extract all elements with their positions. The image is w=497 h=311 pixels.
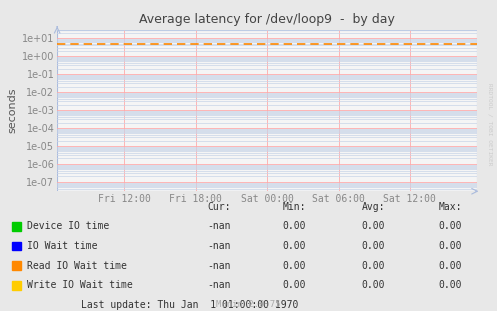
- Text: 0.00: 0.00: [362, 261, 385, 271]
- Text: Munin 2.0.75: Munin 2.0.75: [216, 300, 281, 309]
- Text: 0.00: 0.00: [439, 241, 462, 251]
- Text: 0.00: 0.00: [439, 261, 462, 271]
- Text: Min:: Min:: [282, 202, 306, 212]
- Text: -nan: -nan: [208, 280, 231, 290]
- Text: 0.00: 0.00: [282, 280, 306, 290]
- Text: Last update: Thu Jan  1 01:00:00 1970: Last update: Thu Jan 1 01:00:00 1970: [81, 300, 298, 310]
- Text: -nan: -nan: [208, 221, 231, 231]
- Text: -nan: -nan: [208, 241, 231, 251]
- Text: Avg:: Avg:: [362, 202, 385, 212]
- Title: Average latency for /dev/loop9  -  by day: Average latency for /dev/loop9 - by day: [139, 13, 395, 26]
- Text: 0.00: 0.00: [439, 221, 462, 231]
- Text: 0.00: 0.00: [282, 221, 306, 231]
- Text: 0.00: 0.00: [282, 261, 306, 271]
- Text: Max:: Max:: [439, 202, 462, 212]
- Text: 0.00: 0.00: [362, 241, 385, 251]
- Text: IO Wait time: IO Wait time: [27, 241, 98, 251]
- Text: 0.00: 0.00: [282, 241, 306, 251]
- Text: 0.00: 0.00: [362, 221, 385, 231]
- Text: Write IO Wait time: Write IO Wait time: [27, 280, 133, 290]
- Text: Cur:: Cur:: [208, 202, 231, 212]
- Text: 0.00: 0.00: [362, 280, 385, 290]
- Text: RRDTOOL / TOBI OETIKER: RRDTOOL / TOBI OETIKER: [487, 83, 492, 166]
- Y-axis label: seconds: seconds: [8, 88, 18, 133]
- Text: Device IO time: Device IO time: [27, 221, 109, 231]
- Text: -nan: -nan: [208, 261, 231, 271]
- Text: Read IO Wait time: Read IO Wait time: [27, 261, 127, 271]
- Text: 0.00: 0.00: [439, 280, 462, 290]
